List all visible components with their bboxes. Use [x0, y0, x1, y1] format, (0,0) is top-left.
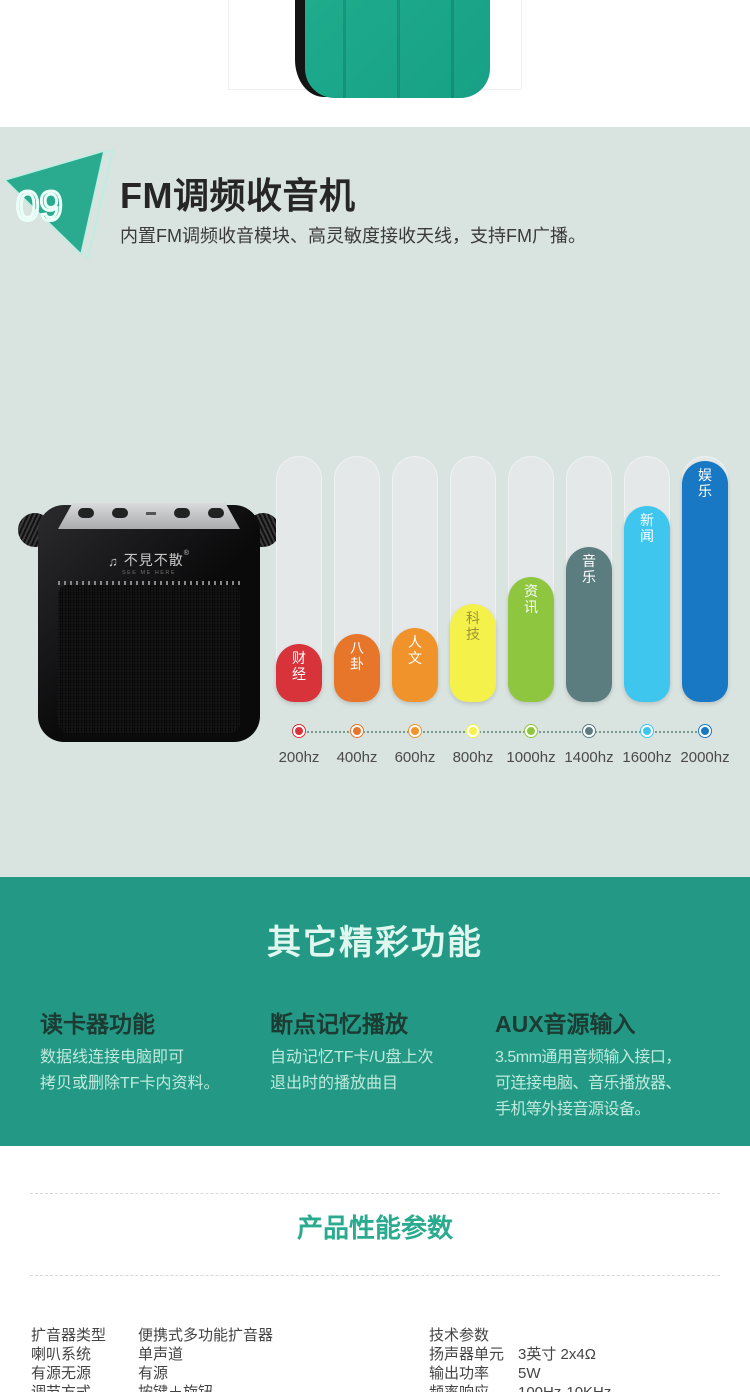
svg-text:09: 09 — [16, 182, 63, 229]
